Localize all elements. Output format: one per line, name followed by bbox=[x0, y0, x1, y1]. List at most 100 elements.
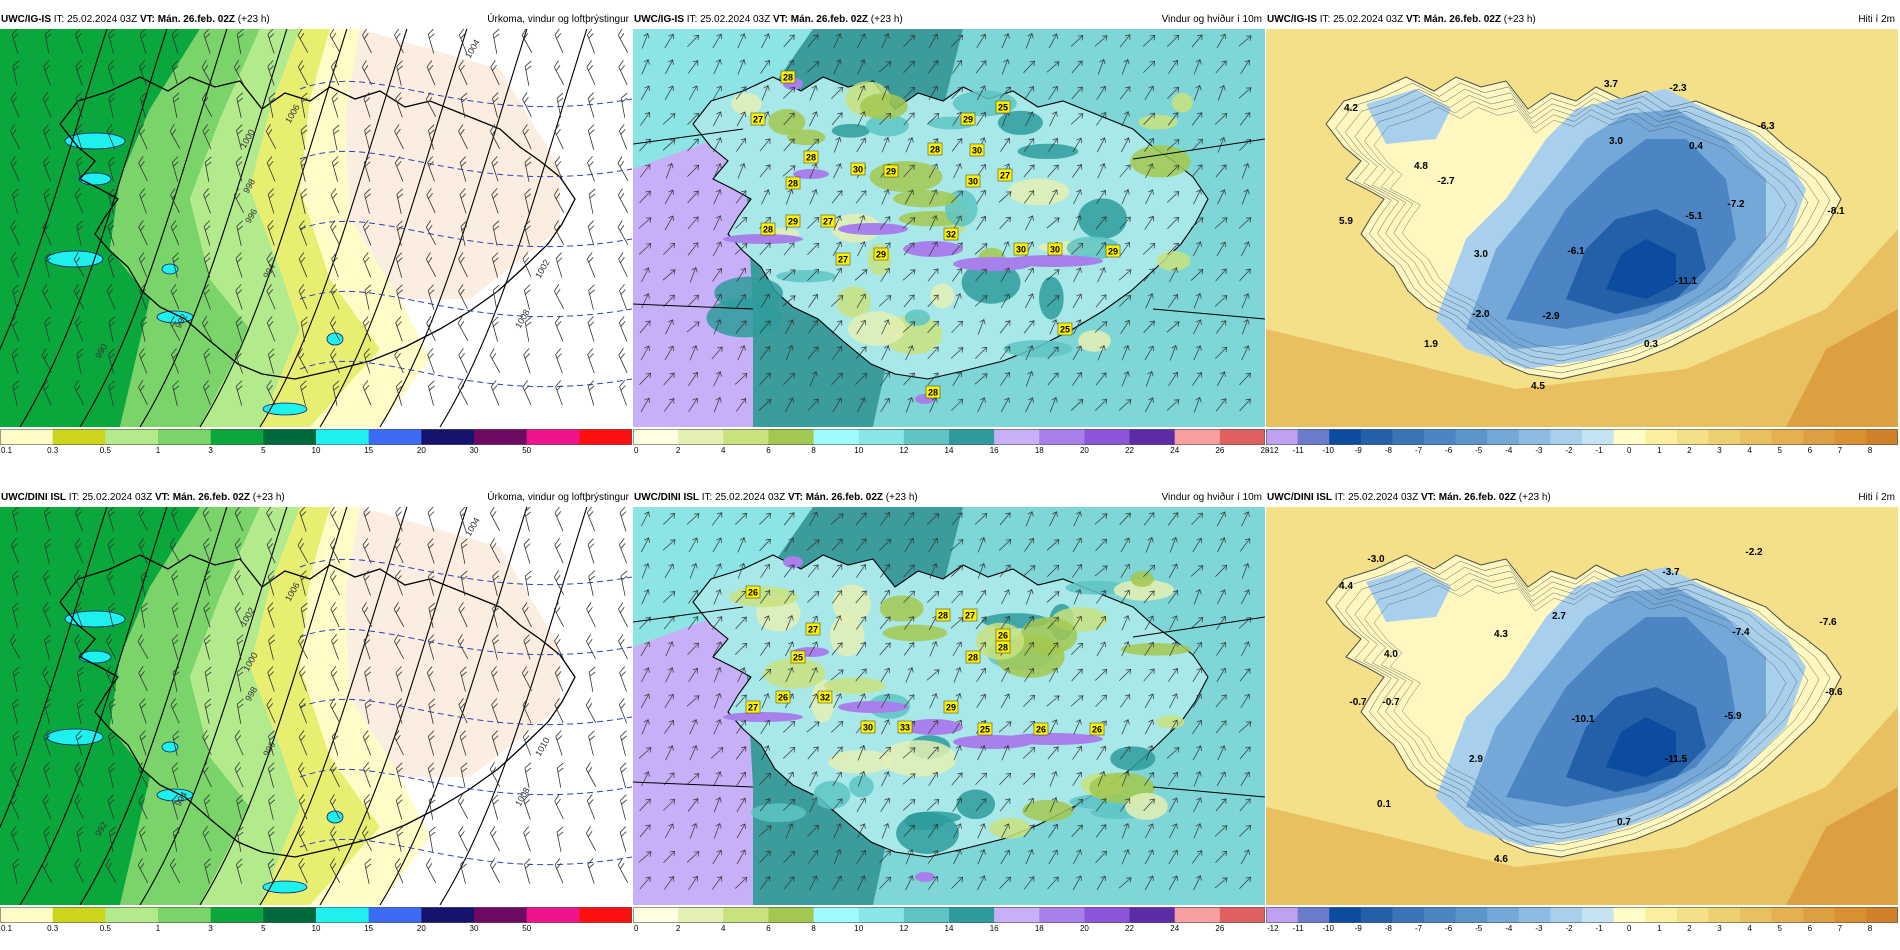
wind-arrow bbox=[880, 589, 891, 604]
temp-label: 3.0 bbox=[1474, 249, 1488, 260]
wind-arrow bbox=[807, 398, 819, 412]
wind-arrow bbox=[1095, 294, 1107, 308]
wind-barb bbox=[44, 698, 51, 724]
wind-arrow bbox=[903, 824, 915, 838]
wind-arrow bbox=[665, 667, 674, 683]
wind-arrow bbox=[784, 641, 794, 657]
wind-barb bbox=[554, 507, 564, 532]
wind-barb bbox=[267, 826, 275, 852]
wind-arrow bbox=[1193, 241, 1202, 257]
colorbar-swatches bbox=[633, 907, 1266, 923]
wind-barb bbox=[106, 666, 116, 692]
wind-barb bbox=[330, 570, 340, 596]
svg-text:33: 33 bbox=[900, 723, 910, 733]
wind-barb bbox=[73, 380, 85, 405]
svg-text:30: 30 bbox=[863, 723, 873, 733]
wind-barb bbox=[522, 92, 532, 118]
colorbar-swatch bbox=[421, 429, 475, 445]
wind-speed-patch bbox=[1039, 276, 1064, 320]
wind-barb bbox=[171, 507, 179, 532]
wind-barb bbox=[74, 316, 84, 342]
heavy-precip-spot bbox=[46, 250, 104, 268]
wind-arrow bbox=[1193, 189, 1202, 205]
wind-arrow bbox=[1192, 667, 1202, 682]
wind-barb bbox=[425, 252, 437, 277]
colorbar-ticks: -12 -11 -10 -9 -8 -7 -6 -5 -4 -3 -2 -1 0 1 2 3 4 5 6 7 8 bbox=[1266, 924, 1898, 936]
wind-barb bbox=[619, 380, 627, 406]
wind-barb bbox=[491, 156, 499, 182]
wind-barb bbox=[235, 156, 243, 182]
wind-barb bbox=[75, 92, 83, 118]
wind-arrow bbox=[1193, 293, 1202, 309]
isobar bbox=[259, 29, 408, 427]
wind-speed-patch bbox=[1078, 330, 1111, 352]
wind-arrow bbox=[857, 693, 866, 709]
isobar bbox=[199, 507, 348, 905]
wind-arrow bbox=[713, 667, 722, 683]
wind-barb bbox=[458, 124, 468, 150]
wind-arrow bbox=[1047, 164, 1059, 178]
wind-arrow bbox=[1166, 747, 1180, 759]
wind-barb bbox=[330, 188, 340, 214]
wind-barb bbox=[363, 156, 371, 182]
wind-barb bbox=[396, 826, 404, 852]
wind-arrow bbox=[1023, 60, 1035, 74]
wind-barb bbox=[107, 730, 115, 756]
colorbar-tick-label: 24 bbox=[1170, 924, 1180, 933]
colorbar bbox=[0, 429, 633, 445]
colorbar-swatch bbox=[316, 907, 370, 923]
isotherm bbox=[1364, 101, 1798, 356]
wind-arrow bbox=[1119, 86, 1131, 100]
wind-speed-patch bbox=[823, 677, 886, 694]
valid-time-label: VT: bbox=[1420, 492, 1436, 503]
gust-label: 28 bbox=[925, 385, 941, 399]
svg-text:28: 28 bbox=[783, 73, 793, 83]
wind-arrow bbox=[857, 770, 866, 787]
wind-arrow bbox=[1142, 243, 1156, 255]
wind-barb bbox=[12, 380, 20, 406]
wind-arrow bbox=[1070, 35, 1084, 47]
colorbar-swatch bbox=[0, 429, 54, 445]
wind-arrow bbox=[1097, 771, 1106, 787]
wind-barb bbox=[330, 602, 340, 628]
wind-arrow bbox=[641, 719, 650, 735]
colorbar-tick-label: -8 bbox=[1384, 446, 1392, 455]
gust-zone bbox=[633, 607, 753, 905]
wind-arrow bbox=[686, 513, 700, 525]
colorbar-tick-label: 20 bbox=[1079, 924, 1089, 933]
wind-arrow bbox=[1190, 217, 1204, 229]
wind-barb bbox=[171, 602, 179, 628]
wind-arrow bbox=[831, 538, 843, 552]
panel-info: UWC/DINI ISL IT: 25.02.2024 03Z VT: Mán.… bbox=[1267, 490, 1551, 506]
wind-arrow bbox=[903, 694, 915, 708]
wind-speed-patch bbox=[1007, 178, 1070, 206]
gust-label: 28 bbox=[965, 650, 981, 664]
wind-barb bbox=[522, 252, 532, 278]
wind-barb bbox=[204, 156, 212, 182]
wind-arrow bbox=[687, 216, 699, 230]
wind-arrow bbox=[1025, 33, 1034, 49]
wind-arrow bbox=[977, 562, 986, 579]
wind-arrow bbox=[1094, 513, 1108, 525]
precip-band bbox=[110, 507, 260, 905]
wind-barb bbox=[266, 380, 276, 406]
wind-arrow bbox=[905, 667, 914, 683]
wind-arrow bbox=[1143, 112, 1155, 126]
colorbar-tick-label: 8 bbox=[1867, 924, 1873, 933]
isotherm bbox=[1354, 94, 1809, 362]
wind-barb bbox=[619, 284, 627, 310]
wind-arrow bbox=[1119, 668, 1132, 681]
wind-barb bbox=[42, 220, 52, 246]
colorbar-tick-label: 1 bbox=[1657, 446, 1662, 455]
lead-time: (+23 h) bbox=[1503, 14, 1536, 25]
wind-arrow bbox=[1073, 215, 1082, 231]
wind-arrow bbox=[1047, 346, 1059, 360]
wind-barb bbox=[427, 348, 435, 374]
wind-barb bbox=[108, 92, 116, 118]
colorbar-ticks: 0.1 0.3 0.5 1 3 5 10 15 20 30 50 bbox=[0, 924, 632, 936]
wind-barb bbox=[234, 762, 244, 788]
colorbar-tick-label: -1 bbox=[1595, 446, 1603, 455]
wind-barb bbox=[43, 188, 51, 214]
wind-arrow bbox=[760, 59, 771, 74]
gust-streak bbox=[783, 556, 803, 568]
